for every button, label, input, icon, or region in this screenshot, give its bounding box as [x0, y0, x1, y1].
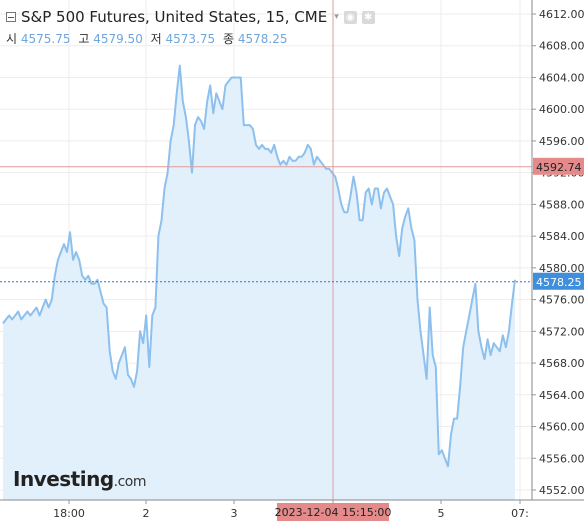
- low-label: 저: [150, 32, 162, 46]
- investing-logo: Investing.com: [13, 467, 147, 491]
- axis-price-labels: 4592.74 4578.25 2023-12-04 15:15:00: [275, 157, 584, 521]
- price-tick-label: 4588.00: [539, 198, 584, 211]
- time-tick-label: 3: [231, 507, 238, 520]
- ohlc-readout: 시 4575.75 고 4579.50 저 4573.75 종 4578.25: [6, 30, 375, 47]
- price-tick-label: 4596.00: [539, 135, 584, 148]
- price-tick-label: 4556.00: [539, 452, 584, 465]
- time-tick-label: 18:00: [53, 507, 85, 520]
- price-tick-label: 4552.00: [539, 484, 584, 497]
- price-tick-label: 4584.00: [539, 230, 584, 243]
- last-price-label: 4578.25: [536, 276, 582, 289]
- low-value: 4573.75: [165, 32, 216, 46]
- high-value: 4579.50: [93, 32, 143, 46]
- time-tick-label: 07:: [511, 507, 529, 520]
- crosshair-time-label: 2023-12-04 15:15:00: [275, 506, 392, 519]
- close-value: 4578.25: [237, 32, 288, 46]
- time-tick-label: 5: [438, 507, 445, 520]
- price-tick-label: 4612.00: [539, 8, 584, 21]
- price-tick-label: 4564.00: [539, 389, 584, 402]
- time-tick-label: 2: [143, 507, 150, 520]
- close-label: 종: [222, 32, 235, 46]
- gear-icon[interactable]: ✱: [361, 10, 375, 24]
- crosshair-price-label: 4592.74: [536, 161, 582, 174]
- eye-icon[interactable]: ◉: [343, 10, 357, 24]
- high-label: 고: [78, 32, 90, 46]
- price-tick-label: 4560.00: [539, 421, 584, 434]
- price-tick-label: 4572.00: [539, 325, 584, 338]
- price-tick-label: 4576.00: [539, 294, 584, 307]
- price-tick-label: 4568.00: [539, 357, 584, 370]
- price-tick-label: 4600.00: [539, 103, 584, 116]
- price-axis[interactable]: 4612.00 4608.00 4604.00 4600.00 4596.00 4592.…: [531, 0, 584, 500]
- crosshair-price-tag: [533, 157, 584, 175]
- chevron-down-icon[interactable]: ▾: [334, 12, 339, 22]
- price-area-fill: [3, 65, 515, 500]
- open-label: 시: [6, 32, 18, 46]
- price-tick-label: 4580.00: [539, 262, 584, 275]
- open-value: 4575.75: [20, 32, 71, 46]
- last-price-tag: [533, 272, 584, 290]
- price-tick-label: 4604.00: [539, 71, 584, 84]
- price-line: [2, 64, 516, 468]
- chart-title: S&P 500 Futures, United States, 15, CME: [21, 8, 328, 26]
- chart-overlays: [0, 0, 532, 500]
- price-tick-label: 4608.00: [539, 40, 584, 53]
- collapse-icon[interactable]: [6, 12, 16, 22]
- crosshair-time-tag: [277, 503, 389, 521]
- chart-header: S&P 500 Futures, United States, 15, CME …: [6, 8, 375, 47]
